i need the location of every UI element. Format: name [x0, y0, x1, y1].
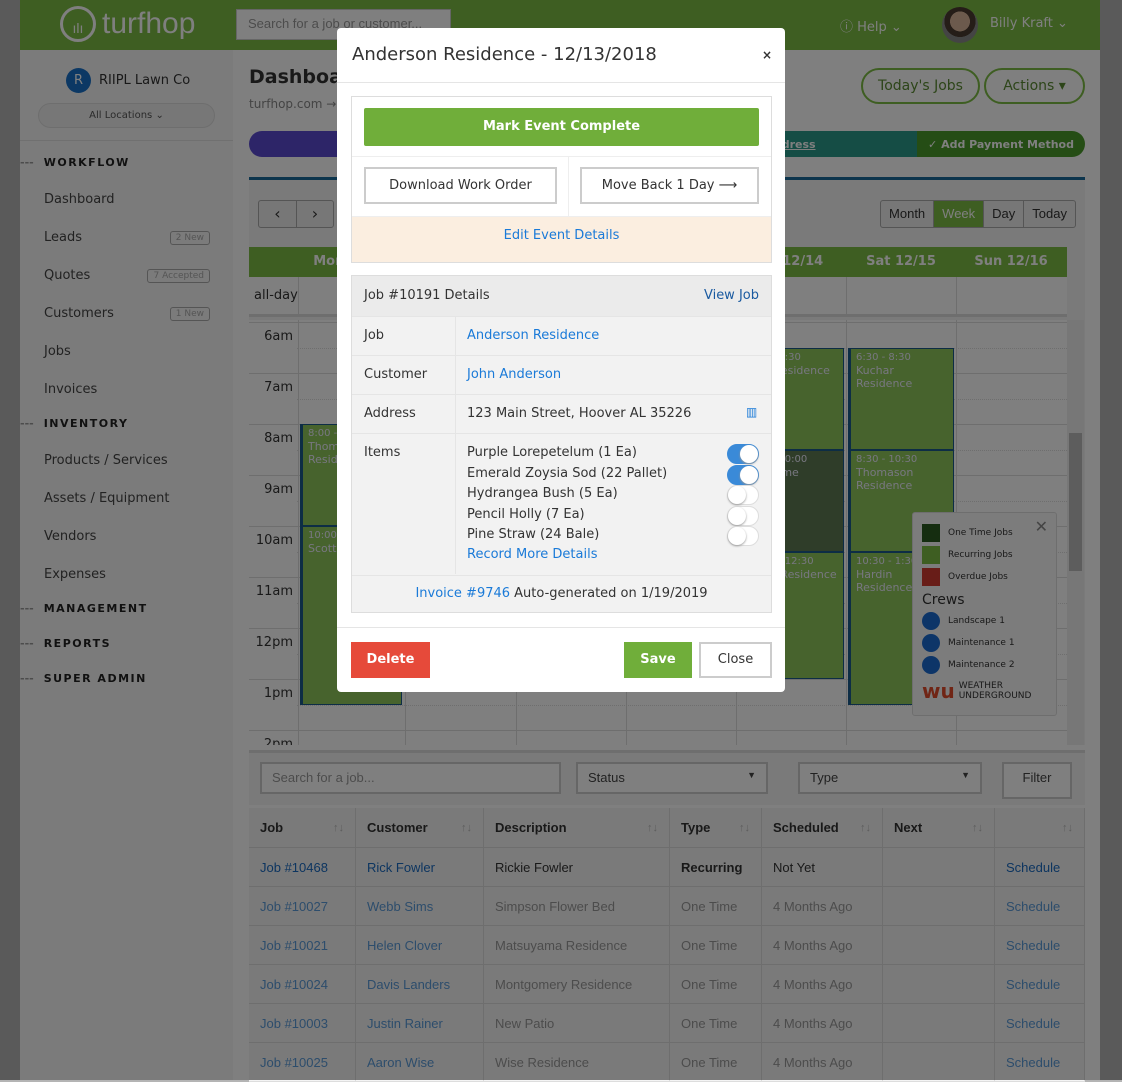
divider — [352, 156, 771, 157]
close-icon[interactable]: × — [762, 48, 773, 62]
download-work-order-button[interactable]: Download Work Order — [364, 167, 557, 204]
item-label: Pine Straw (24 Bale) — [467, 527, 600, 542]
view-job-link[interactable]: View Job — [703, 288, 759, 303]
items-row: Items Purple Lorepetelum (1 Ea) Emerald Zo… — [352, 433, 771, 575]
invoice-row: Invoice #9746 Auto-generated on 1/19/201… — [352, 575, 771, 613]
invoice-link[interactable]: Invoice #9746 — [415, 586, 511, 601]
modal-title: Anderson Residence - 12/13/2018 — [352, 44, 657, 65]
item-label: Emerald Zoysia Sod (22 Pallet) — [467, 465, 668, 481]
divider — [337, 627, 785, 628]
event-modal: Anderson Residence - 12/13/2018 × Mark E… — [337, 28, 785, 692]
mark-complete-button[interactable]: Mark Event Complete — [364, 108, 759, 146]
job-details: Job #10191 Details View Job Job Anderson … — [351, 275, 772, 613]
customer-link[interactable]: John Anderson — [467, 367, 562, 382]
save-button[interactable]: Save — [624, 642, 692, 678]
item-toggle[interactable] — [727, 444, 759, 464]
item-toggle[interactable] — [727, 464, 759, 485]
address-label: Address — [364, 406, 416, 421]
divider — [455, 316, 456, 574]
item-label: Pencil Holly (7 Ea) — [467, 506, 585, 522]
close-button[interactable]: Close — [699, 642, 772, 678]
edit-event-link[interactable]: Edit Event Details — [503, 228, 620, 243]
delete-button[interactable]: Delete — [351, 642, 430, 678]
map-icon[interactable]: ▥ — [746, 405, 758, 419]
customer-label: Customer — [364, 367, 428, 382]
item-toggle[interactable] — [727, 505, 759, 526]
divider — [568, 157, 569, 216]
details-title: Job #10191 Details — [364, 288, 490, 303]
item-toggle[interactable] — [727, 485, 759, 505]
address-row: Address 123 Main Street, Hoover AL 35226 ▥ — [352, 394, 771, 433]
record-more-details-link[interactable]: Record More Details — [467, 547, 598, 562]
job-row: Job Anderson Residence — [352, 316, 771, 355]
invoice-text: Auto-generated on 1/19/2019 — [510, 586, 708, 601]
item-toggle[interactable] — [727, 526, 759, 546]
job-label: Job — [364, 328, 385, 343]
event-actions: Mark Event Complete Download Work Order … — [351, 96, 772, 263]
move-back-button[interactable]: Move Back 1 Day ⟶ — [580, 167, 759, 204]
address-value: 123 Main Street, Hoover AL 35226 — [467, 406, 692, 421]
details-header: Job #10191 Details View Job — [352, 276, 771, 316]
edit-event-section: Edit Event Details — [352, 216, 771, 262]
item-label: Purple Lorepetelum (1 Ea) — [467, 445, 637, 460]
divider — [337, 82, 785, 83]
customer-row: Customer John Anderson — [352, 355, 771, 394]
items-label: Items — [364, 445, 401, 460]
job-link[interactable]: Anderson Residence — [467, 328, 600, 343]
item-label: Hydrangea Bush (5 Ea) — [467, 486, 618, 501]
